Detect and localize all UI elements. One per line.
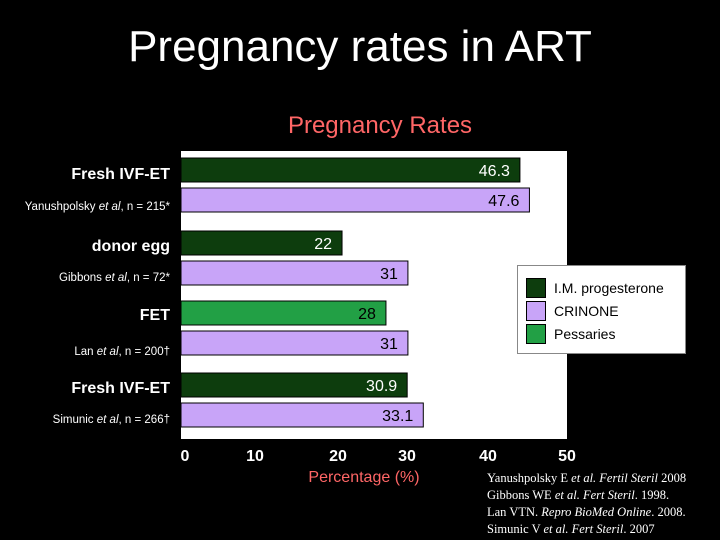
legend-item-crinone: CRINONE — [526, 299, 619, 323]
reference-line: Yanushpolsky E et al. Fertil Steril 2008 — [487, 470, 720, 487]
bar-value-label: 33.1 — [382, 408, 413, 425]
legend: I.M. progesterone CRINONE Pessaries — [517, 265, 686, 354]
reference-author: Yanushpolsky E — [487, 471, 572, 485]
study-label: Lan et al, n = 200† — [74, 346, 170, 358]
reference-year: 2008 — [657, 471, 687, 485]
reference-journal: et al. Fert Steril — [554, 488, 635, 502]
x-tick-label: 50 — [558, 448, 576, 465]
reference-author: Gibbons WE — [487, 488, 555, 502]
bar-crinone — [180, 330, 409, 356]
x-tick-label: 20 — [329, 448, 347, 465]
x-axis-label: Percentage (%) — [308, 469, 419, 486]
group-label: donor egg — [92, 238, 170, 255]
reference-year: . 2007 — [623, 522, 655, 536]
bar-value-label: 22 — [314, 236, 332, 253]
bar-value-label: 31 — [380, 336, 398, 353]
legend-item-im-progesterone: I.M. progesterone — [526, 276, 664, 300]
legend-swatch — [526, 278, 546, 298]
bar-value-label: 30.9 — [366, 378, 397, 395]
legend-label: Pessaries — [554, 326, 616, 342]
reference-journal: et al. Fertil Steril — [571, 471, 658, 485]
bar-pessaries — [180, 300, 387, 326]
bar-value-label: 46.3 — [479, 163, 510, 180]
reference-author: Simunic V — [487, 522, 544, 536]
bar-i-m-progesterone — [180, 157, 521, 183]
reference-author: Lan VTN. — [487, 505, 542, 519]
bar-crinone — [180, 402, 424, 428]
references: Yanushpolsky E et al. Fertil Steril 2008… — [487, 470, 720, 538]
reference-line: Simunic V et al. Fert Steril. 2007 — [487, 521, 720, 538]
bar-value-label: 47.6 — [488, 193, 519, 210]
legend-label: CRINONE — [554, 303, 619, 319]
x-tick-label: 30 — [398, 448, 416, 465]
bar-crinone — [180, 260, 409, 286]
legend-swatch — [526, 301, 546, 321]
bar-i-m-progesterone — [180, 372, 408, 398]
chart-title: Pregnancy Rates — [287, 112, 473, 139]
x-tick-label: 0 — [181, 448, 190, 465]
legend-label: I.M. progesterone — [554, 280, 664, 296]
group-label: FET — [140, 307, 170, 324]
group-label: Fresh IVF-ET — [71, 166, 170, 183]
reference-journal: Repro BioMed Online — [541, 505, 652, 519]
group-label: Fresh IVF-ET — [71, 380, 170, 397]
reference-line: Gibbons WE et al. Fert Steril. 1998. — [487, 487, 720, 504]
reference-year: . 2008. — [651, 505, 686, 519]
reference-year: . 1998. — [634, 488, 670, 502]
legend-item-pessaries: Pessaries — [526, 322, 615, 346]
slide-title: Pregnancy rates in ART — [128, 22, 592, 71]
bar-i-m-progesterone — [180, 230, 343, 256]
study-label: Gibbons et al, n = 72* — [59, 272, 170, 284]
bar-value-label: 28 — [358, 306, 376, 323]
x-tick-label: 10 — [246, 448, 264, 465]
legend-swatch — [526, 324, 546, 344]
study-label: Simunic et al, n = 266† — [53, 414, 170, 426]
bar-crinone — [180, 187, 530, 213]
study-label: Yanushpolsky et al, n = 215* — [25, 201, 171, 213]
bar-value-label: 31 — [380, 266, 398, 283]
x-tick-label: 40 — [479, 448, 497, 465]
reference-journal: et al. Fert Steril — [543, 522, 624, 536]
reference-line: Lan VTN. Repro BioMed Online. 2008. — [487, 504, 720, 521]
